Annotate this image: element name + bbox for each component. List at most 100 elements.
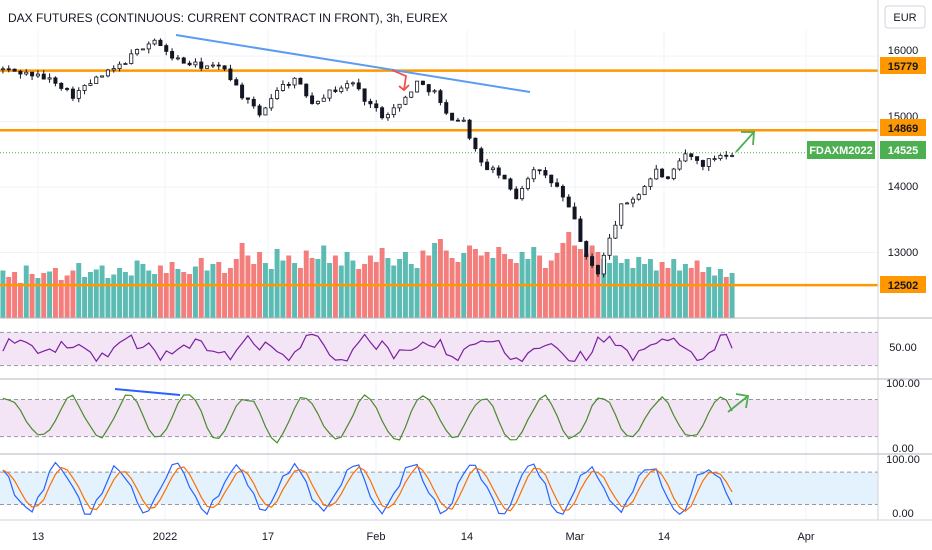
candle-body <box>689 153 694 158</box>
volume-bar <box>653 270 659 318</box>
y-tick-label: 16000 <box>888 45 919 57</box>
volume-bar <box>280 260 286 318</box>
candle-body <box>595 265 600 275</box>
currency-button[interactable] <box>884 5 926 29</box>
volume-bar <box>496 247 502 318</box>
candle-body <box>619 203 624 226</box>
candle-body <box>514 188 519 200</box>
volume-bar <box>262 263 268 318</box>
volume-bar <box>537 255 543 318</box>
volume-bar <box>105 278 111 318</box>
candle-body <box>292 77 297 86</box>
volume-bar <box>589 245 595 318</box>
candle-body <box>117 63 122 69</box>
price-levels[interactable] <box>0 69 878 287</box>
volume-bar <box>577 249 583 318</box>
candle-body <box>286 84 291 86</box>
volume-bar <box>70 270 76 318</box>
candle-body <box>321 97 326 102</box>
volume-bar <box>6 277 12 318</box>
arrow-up-green[interactable] <box>735 131 755 153</box>
volume-bar <box>227 268 233 318</box>
oscillator-line <box>2 394 733 444</box>
candle-body <box>275 90 280 100</box>
volume-bar <box>0 270 6 318</box>
volume-bar <box>187 274 193 318</box>
candle-body <box>41 73 46 80</box>
candle-body <box>648 178 653 187</box>
candle-body <box>432 90 437 93</box>
rsi-series <box>2 333 733 363</box>
volume-bar <box>245 255 251 318</box>
volume-bar <box>350 260 356 318</box>
candle-body <box>53 77 58 84</box>
volume-bar <box>268 269 274 318</box>
candle-body <box>415 80 420 93</box>
candle-body <box>450 112 455 121</box>
volume-bar <box>426 255 432 318</box>
oscillator-series <box>2 394 733 444</box>
chart-title: DAX FUTURES (CONTINUOUS: CURRENT CONTRAC… <box>8 11 448 25</box>
candle-body <box>88 83 93 86</box>
symbol-price-tag[interactable]: FDAXM2022 14525 <box>807 141 926 159</box>
price-axis[interactable]: 16000 15000 14000 13000 <box>888 45 919 259</box>
candle-body <box>426 84 431 93</box>
x-tick-label: 14 <box>461 531 473 543</box>
candle-body <box>636 194 641 200</box>
rsi-line <box>2 333 733 363</box>
volume-bar <box>23 265 29 318</box>
volume-bar <box>665 268 671 318</box>
volume-bar <box>47 271 53 318</box>
volume-bar <box>647 259 653 318</box>
svg-text:12502: 12502 <box>888 280 919 292</box>
candle-body <box>590 256 595 266</box>
osc-divergence-line[interactable] <box>114 388 181 396</box>
stochastic-k-series <box>2 461 733 516</box>
resistance-trend-line[interactable] <box>175 34 531 93</box>
candle-body <box>549 174 554 184</box>
candle-body <box>280 84 285 91</box>
volume-bar <box>111 274 117 318</box>
volume-bar <box>152 274 158 318</box>
volume-bar <box>391 265 397 318</box>
candle-body <box>584 241 589 257</box>
volume-bar <box>513 263 519 318</box>
volume-bar <box>525 259 531 318</box>
candle-body <box>520 188 525 200</box>
candle-body <box>380 107 385 119</box>
volume-bar <box>12 272 18 318</box>
volume-bar <box>76 263 82 318</box>
volume-bar <box>601 259 607 318</box>
candle-body <box>671 168 676 179</box>
symbol-label: FDAXM2022 <box>809 145 873 157</box>
volume-bar <box>408 264 414 318</box>
candle-body <box>613 224 618 239</box>
rsi-scale-label: 50.00 <box>889 342 917 354</box>
arrow-down-red[interactable] <box>391 69 410 92</box>
candle-body <box>181 57 186 64</box>
candle-body <box>170 50 175 59</box>
volume-bar <box>297 268 303 318</box>
candle-body <box>356 82 361 90</box>
volume-bar <box>222 273 228 318</box>
volume-bar <box>717 269 723 318</box>
candle-body <box>6 68 11 71</box>
candle-body <box>59 82 64 89</box>
volume-bar <box>315 259 321 318</box>
candle-body <box>0 68 5 71</box>
volume-bar <box>146 270 152 318</box>
arrow-up-green-osc[interactable] <box>727 393 750 413</box>
time-axis[interactable]: 13 2022 17 Feb 14 Mar 14 Apr <box>32 531 815 543</box>
volume-bar <box>507 259 513 318</box>
volume-bar <box>82 277 88 318</box>
volume-bar <box>414 268 420 318</box>
volume-bar <box>169 262 175 318</box>
volume-bar <box>198 258 204 318</box>
volume-bar <box>612 255 618 318</box>
y-tick-label: 13000 <box>888 247 919 259</box>
candle-body <box>391 107 396 115</box>
volume-bar <box>163 273 169 318</box>
volume-bar <box>379 248 385 318</box>
candle-body <box>479 148 484 163</box>
